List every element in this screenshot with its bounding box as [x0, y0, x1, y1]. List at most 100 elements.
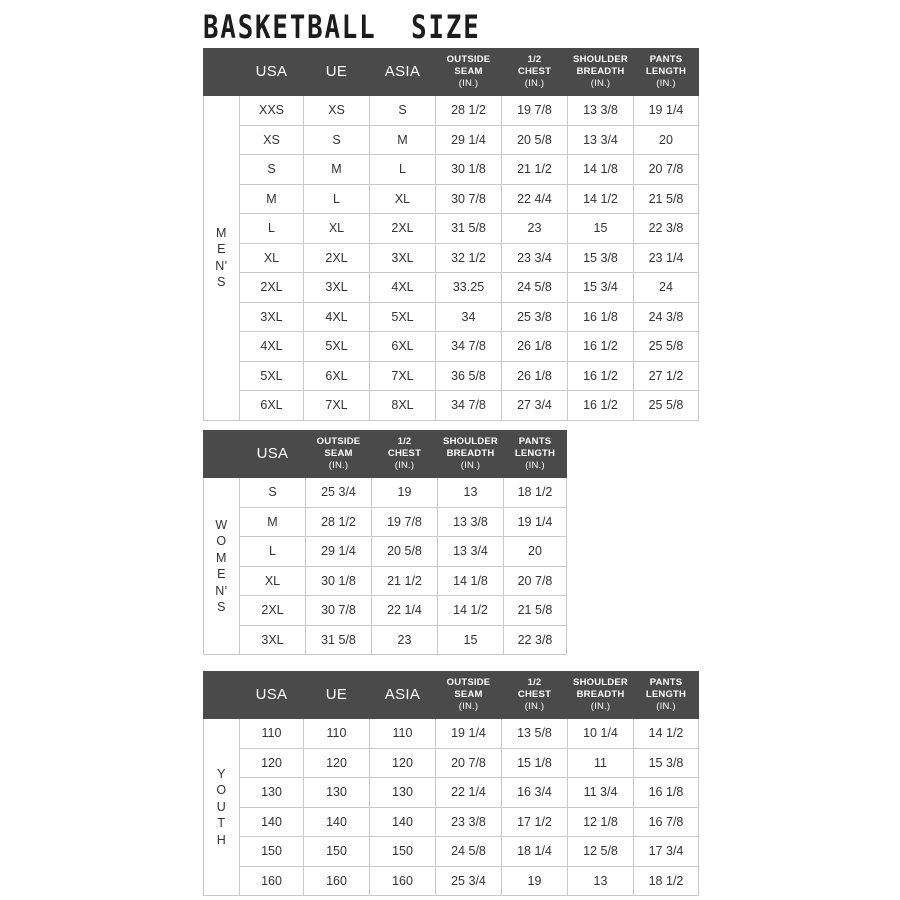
table-cell: 6XL — [239, 390, 304, 421]
table-cell: 24 5/8 — [435, 836, 502, 867]
table-cell: 110 — [369, 718, 436, 749]
table-row: 4XL 5XL 6XL 34 7/8 26 1/8 16 1/2 25 5/8 — [204, 331, 699, 362]
table-cell: 120 — [239, 747, 304, 778]
table-cell: 13 — [567, 865, 634, 896]
table-cell: 22 1/4 — [435, 777, 502, 808]
table-cell: 26 1/8 — [501, 331, 568, 362]
table-cell: XXS — [239, 95, 304, 126]
table-cell: 140 — [303, 806, 370, 837]
table-cell: 22 1/4 — [371, 595, 438, 626]
table-cell: 25 5/8 — [633, 390, 699, 421]
column-header-label: PANTS LENGTH (IN.) — [634, 677, 698, 713]
table-cell: 8XL — [369, 390, 436, 421]
table-cell: 17 3/4 — [633, 836, 699, 867]
table-cell: 160 — [303, 865, 370, 896]
table-row: 150 150 150 24 5/8 18 1/4 12 5/8 17 3/4 — [204, 836, 699, 867]
table-cell: 120 — [303, 747, 370, 778]
table-cell: 25 3/4 — [435, 865, 502, 896]
table-cell: 30 7/8 — [305, 595, 372, 626]
table-row: 140 140 140 23 3/8 17 1/2 12 1/8 16 7/8 — [204, 806, 699, 837]
column-header-1-2-chest: 1/2 CHEST (IN.) — [501, 48, 568, 96]
table-cell: 23 1/4 — [633, 242, 699, 273]
table-cell: 2XL — [369, 213, 436, 244]
table-cell: 14 1/8 — [567, 154, 634, 185]
table-cell: 21 1/2 — [371, 565, 438, 596]
group-label-text: W O M E N' S — [215, 517, 228, 615]
column-header-pants-length: PANTS LENGTH (IN.) — [633, 48, 699, 96]
table-cell: 30 7/8 — [435, 183, 502, 214]
column-header-label: PANTS LENGTH (IN.) — [504, 436, 566, 472]
table-cell: 4XL — [303, 301, 370, 332]
table-cell: 21 5/8 — [503, 595, 567, 626]
column-header-outside-seam: OUTSIDE SEAM (IN.) — [305, 430, 372, 478]
table-cell: 15 1/8 — [501, 747, 568, 778]
table-cell: 14 1/2 — [567, 183, 634, 214]
table-cell: 29 1/4 — [435, 124, 502, 155]
table-row: M L XL 30 7/8 22 4/4 14 1/2 21 5/8 — [204, 183, 699, 214]
table-cell: 16 7/8 — [633, 806, 699, 837]
header-corner-spacer — [203, 671, 240, 719]
table-row: M E N' S XXS XS S 28 1/2 19 7/8 13 3/8 19 1/4 — [203, 95, 699, 421]
table-cell: 16 1/2 — [567, 360, 634, 391]
table-cell: 13 3/8 — [567, 95, 634, 126]
table-row: 2XL 3XL 4XL 33.25 24 5/8 15 3/4 24 — [204, 272, 699, 303]
table-cell: 110 — [239, 718, 304, 749]
group-label-youth: Y O U T H — [203, 718, 240, 896]
table-cell: 27 3/4 — [501, 390, 568, 421]
table-cell: 24 3/8 — [633, 301, 699, 332]
table-cell: 7XL — [303, 390, 370, 421]
table-cell: 26 1/8 — [501, 360, 568, 391]
column-header-label: USA — [255, 62, 288, 80]
column-header-ue: UE — [303, 671, 370, 719]
table-cell: 160 — [239, 865, 304, 896]
table-cell: 32 1/2 — [435, 242, 502, 273]
table-cell: 19 — [371, 477, 438, 508]
table-cell: 36 5/8 — [435, 360, 502, 391]
table-cell: L — [239, 536, 306, 567]
table-cell: 16 1/8 — [633, 777, 699, 808]
table-cell: S — [303, 124, 370, 155]
table-cell: 23 — [501, 213, 568, 244]
column-header-shoulder-breadth: SHOULDER BREADTH (IN.) — [567, 671, 634, 719]
table-cell: L — [369, 154, 436, 185]
table-cell: 20 7/8 — [503, 565, 567, 596]
table-cell: 5XL — [239, 360, 304, 391]
table-cell: 28 1/2 — [435, 95, 502, 126]
table-cell: 30 1/8 — [435, 154, 502, 185]
table-cell: 6XL — [369, 331, 436, 362]
column-header-unit: (IN.) — [458, 78, 479, 90]
column-header-unit: (IN.) — [328, 460, 349, 472]
table-cell: 22 3/8 — [633, 213, 699, 244]
table-row: 120 120 120 20 7/8 15 1/8 11 15 3/8 — [204, 747, 699, 778]
table-cell: 20 7/8 — [633, 154, 699, 185]
column-header-1-2-chest: 1/2 CHEST (IN.) — [371, 430, 438, 478]
table-cell: 110 — [303, 718, 370, 749]
table-cell: 3XL — [239, 624, 306, 655]
table-cell: XS — [239, 124, 304, 155]
table-cell: 12 1/8 — [567, 806, 634, 837]
table-cell: 24 — [633, 272, 699, 303]
table-cell: M — [303, 154, 370, 185]
table-cell: 18 1/2 — [633, 865, 699, 896]
column-header-label: USA — [255, 685, 288, 703]
table-cell: 7XL — [369, 360, 436, 391]
table-cell: 27 1/2 — [633, 360, 699, 391]
table-cell: 10 1/4 — [567, 718, 634, 749]
table-row: S M L 30 1/8 21 1/2 14 1/8 20 7/8 — [204, 154, 699, 185]
table-row: XL 30 1/8 21 1/2 14 1/8 20 7/8 — [204, 565, 567, 596]
table-cell: 28 1/2 — [305, 506, 372, 537]
table-cell: 23 3/4 — [501, 242, 568, 273]
table-cell: 23 3/8 — [435, 806, 502, 837]
table-cell: XL — [303, 213, 370, 244]
table-cell: 19 7/8 — [371, 506, 438, 537]
table-cell: 19 — [501, 865, 568, 896]
header-corner-spacer — [203, 48, 240, 96]
table-cell: 4XL — [369, 272, 436, 303]
table-cell: 20 — [503, 536, 567, 567]
table-cell: 130 — [303, 777, 370, 808]
column-header-unit: (IN.) — [460, 460, 481, 472]
table-cell: 15 — [567, 213, 634, 244]
table-cell: 150 — [369, 836, 436, 867]
column-header-label: OUTSIDE SEAM (IN.) — [436, 677, 501, 713]
column-header-1-2-chest: 1/2 CHEST (IN.) — [501, 671, 568, 719]
